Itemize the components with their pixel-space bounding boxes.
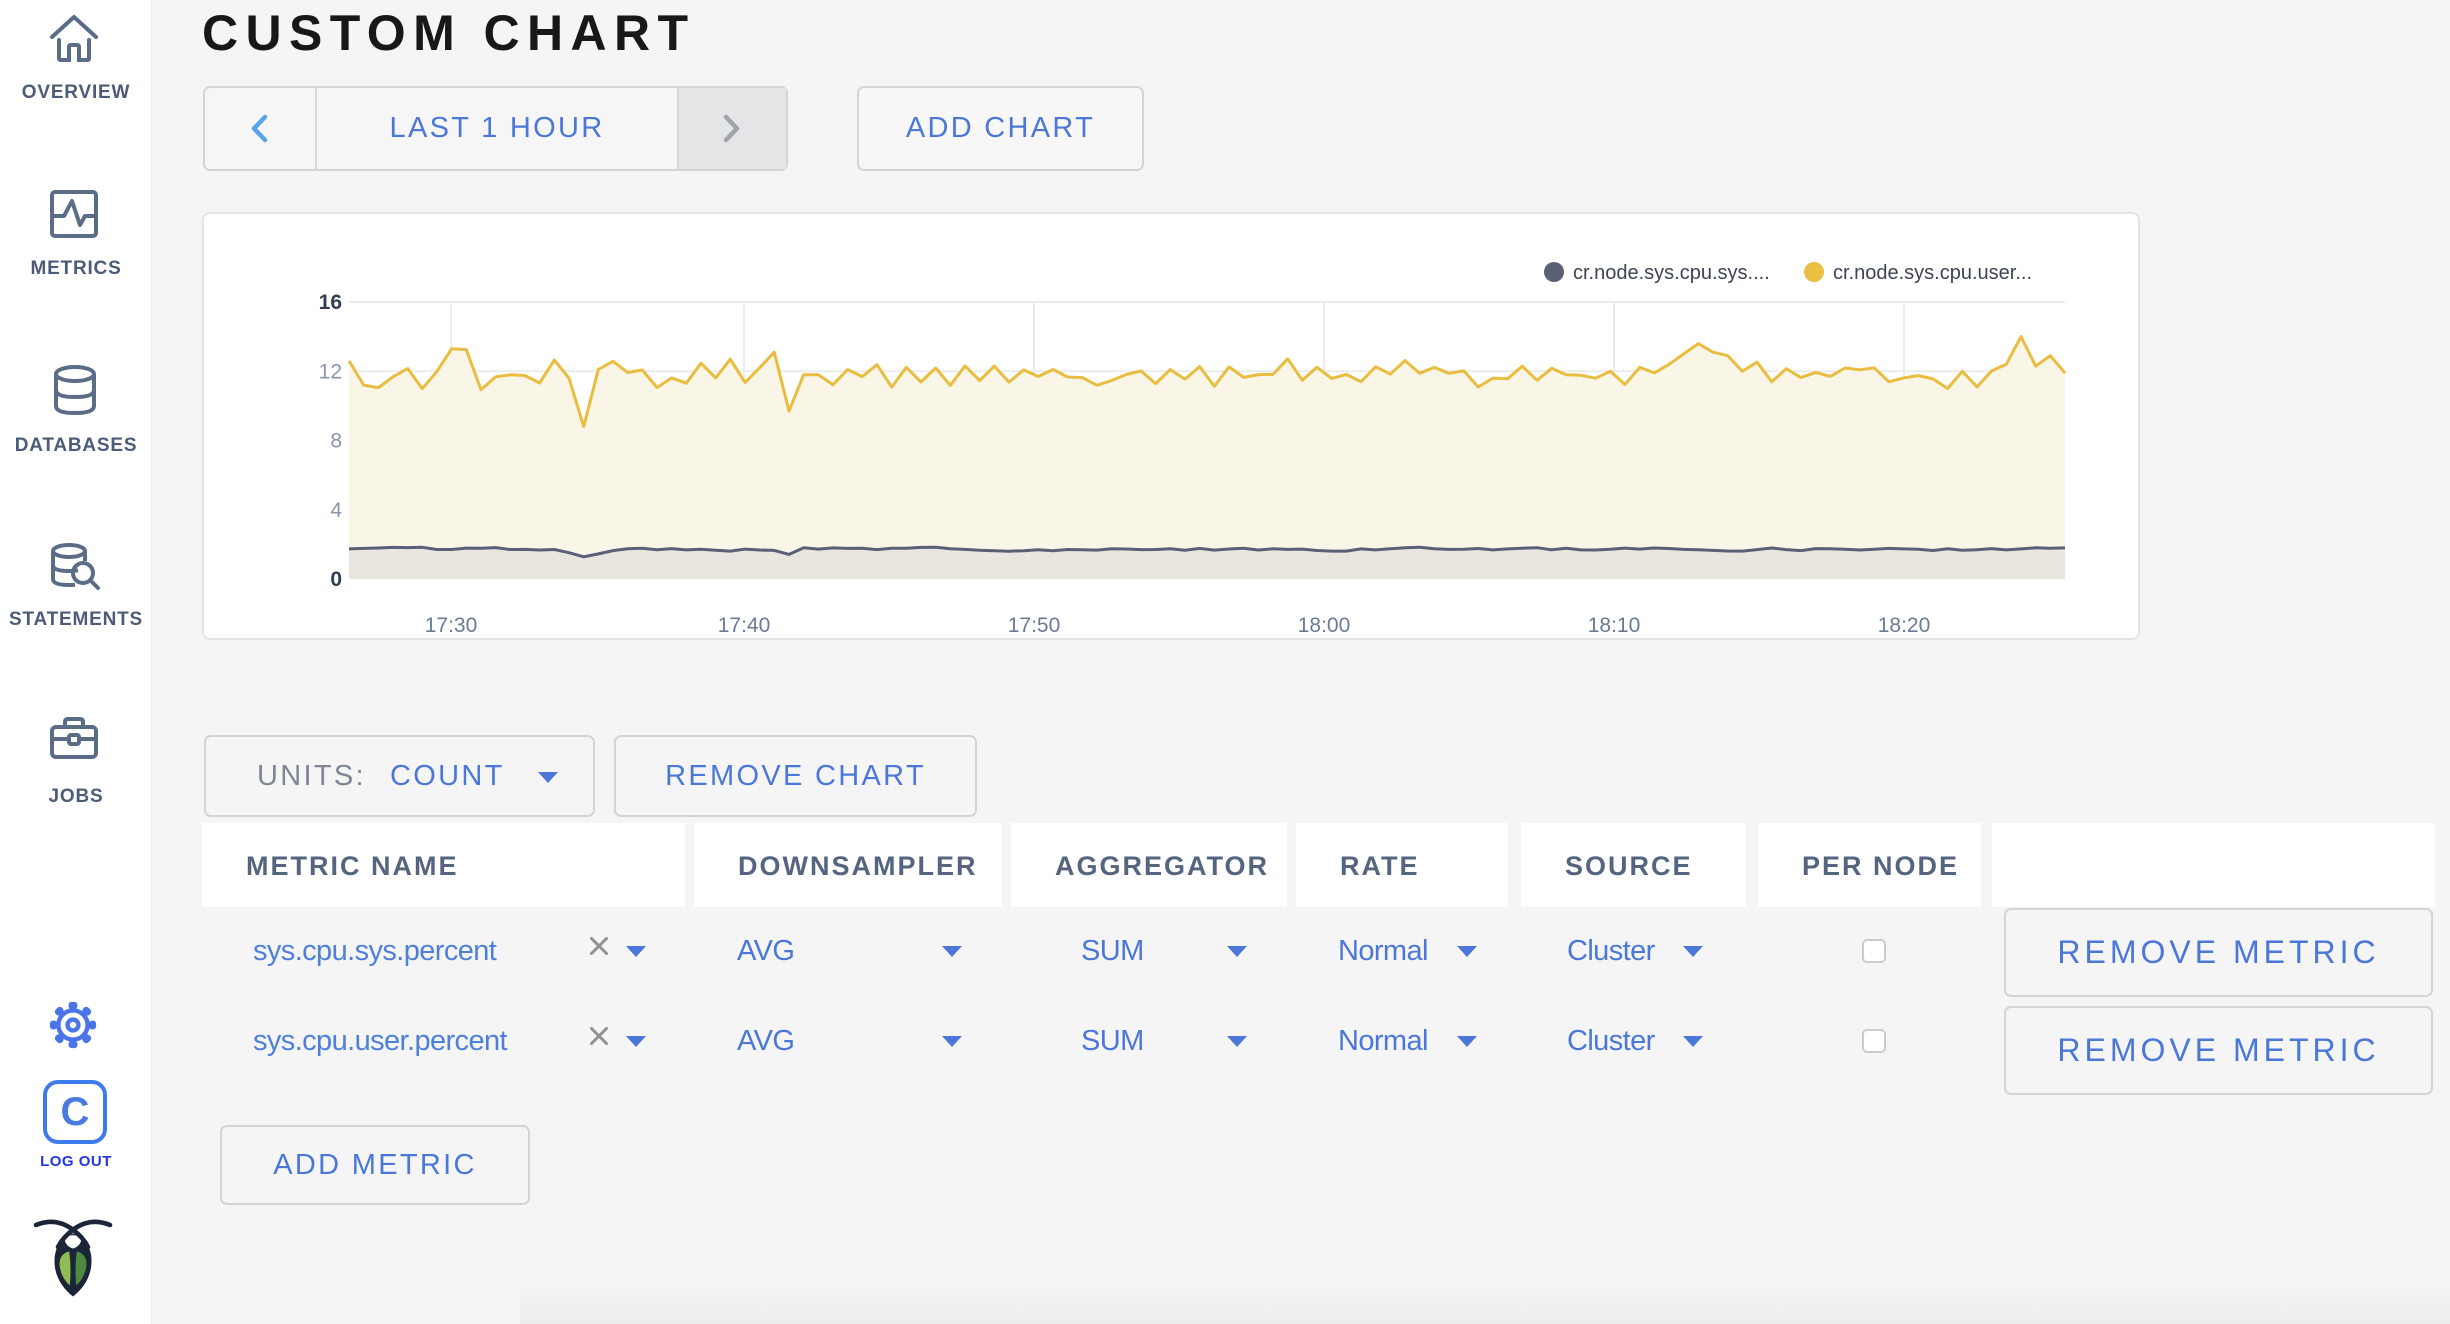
svg-text:17:30: 17:30 <box>425 614 478 637</box>
svg-text:16: 16 <box>319 291 342 314</box>
svg-text:17:50: 17:50 <box>1008 614 1061 637</box>
svg-text:8: 8 <box>330 430 342 453</box>
svg-text:17:40: 17:40 <box>718 614 771 637</box>
svg-text:cr.node.sys.cpu.user...: cr.node.sys.cpu.user... <box>1833 262 2032 284</box>
svg-text:18:10: 18:10 <box>1588 614 1641 637</box>
svg-text:4: 4 <box>330 499 342 522</box>
svg-text:18:00: 18:00 <box>1298 614 1351 637</box>
svg-text:12: 12 <box>319 360 342 383</box>
svg-text:cr.node.sys.cpu.sys....: cr.node.sys.cpu.sys.... <box>1573 262 1770 284</box>
svg-text:18:20: 18:20 <box>1878 614 1931 637</box>
svg-text:0: 0 <box>330 568 342 591</box>
